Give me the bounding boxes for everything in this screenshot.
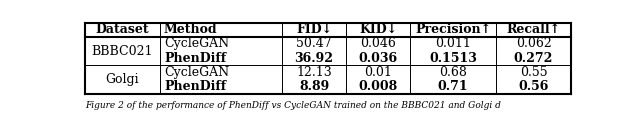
Text: 0.01: 0.01 xyxy=(364,66,392,79)
Text: 0.55: 0.55 xyxy=(520,66,547,79)
Text: 0.272: 0.272 xyxy=(514,52,553,65)
Text: 36.92: 36.92 xyxy=(294,52,333,65)
Text: Figure 2 of the performance of PhenDiff vs CycleGAN trained on the BBBC021 and G: Figure 2 of the performance of PhenDiff … xyxy=(85,101,501,110)
Text: 50.47: 50.47 xyxy=(296,37,332,50)
Text: Golgi: Golgi xyxy=(106,73,140,86)
Text: 0.71: 0.71 xyxy=(438,80,468,93)
Text: 0.008: 0.008 xyxy=(358,80,397,93)
Text: 0.046: 0.046 xyxy=(360,37,396,50)
Text: Precision↑: Precision↑ xyxy=(415,23,491,36)
Text: 8.89: 8.89 xyxy=(299,80,329,93)
Text: 0.011: 0.011 xyxy=(435,37,471,50)
Text: 0.062: 0.062 xyxy=(516,37,552,50)
Text: PhenDiff: PhenDiff xyxy=(164,80,226,93)
Text: CycleGAN: CycleGAN xyxy=(164,66,229,79)
Text: PhenDiff: PhenDiff xyxy=(164,52,226,65)
Text: Recall↑: Recall↑ xyxy=(506,23,561,36)
Text: Dataset: Dataset xyxy=(95,23,149,36)
Text: 12.13: 12.13 xyxy=(296,66,332,79)
Text: FID↓: FID↓ xyxy=(296,23,332,36)
Text: CycleGAN: CycleGAN xyxy=(164,37,229,50)
Text: KID↓: KID↓ xyxy=(359,23,397,36)
Text: BBBC021: BBBC021 xyxy=(92,45,153,58)
Text: 0.68: 0.68 xyxy=(439,66,467,79)
Text: Method: Method xyxy=(164,23,218,36)
Text: 0.56: 0.56 xyxy=(518,80,548,93)
Text: 0.1513: 0.1513 xyxy=(429,52,477,65)
Text: 0.036: 0.036 xyxy=(358,52,397,65)
